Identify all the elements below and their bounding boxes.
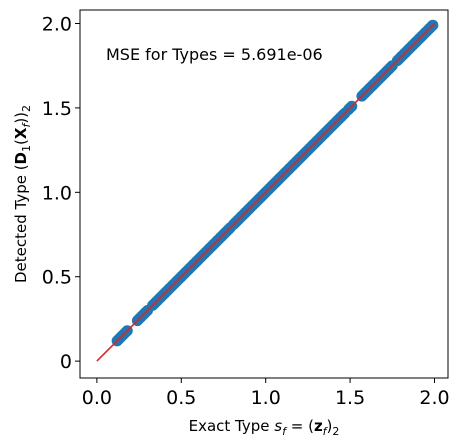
y-tick-label: 1.5 (42, 98, 72, 120)
x-tick-label: 1.5 (335, 387, 365, 409)
reference-line (96, 22, 436, 362)
x-tick-label: 0.5 (166, 387, 196, 409)
mse-annotation: MSE for Types = 5.691e-06 (106, 45, 323, 64)
y-axis-label: Detected Type (D1(Xf))2 (12, 105, 33, 283)
x-axis-label: Exact Type sf = (zf)2 (189, 417, 340, 438)
x-tick-label: 2.0 (419, 387, 449, 409)
y-tick-label: 1.0 (42, 182, 72, 204)
plot-frame (79, 9, 449, 379)
x-tick-label: 1.0 (251, 387, 281, 409)
y-tick-label: 0.5 (42, 267, 72, 289)
y-tick-label: 0 (60, 351, 72, 373)
x-tick-label: 0.0 (82, 387, 112, 409)
y-axis-ticks: 0 0.5 1.0 1.5 2.0 (42, 14, 80, 373)
y-tick-label: 2.0 (42, 14, 72, 36)
x-axis-ticks: 0.0 0.5 1.0 1.5 2.0 (82, 378, 450, 409)
